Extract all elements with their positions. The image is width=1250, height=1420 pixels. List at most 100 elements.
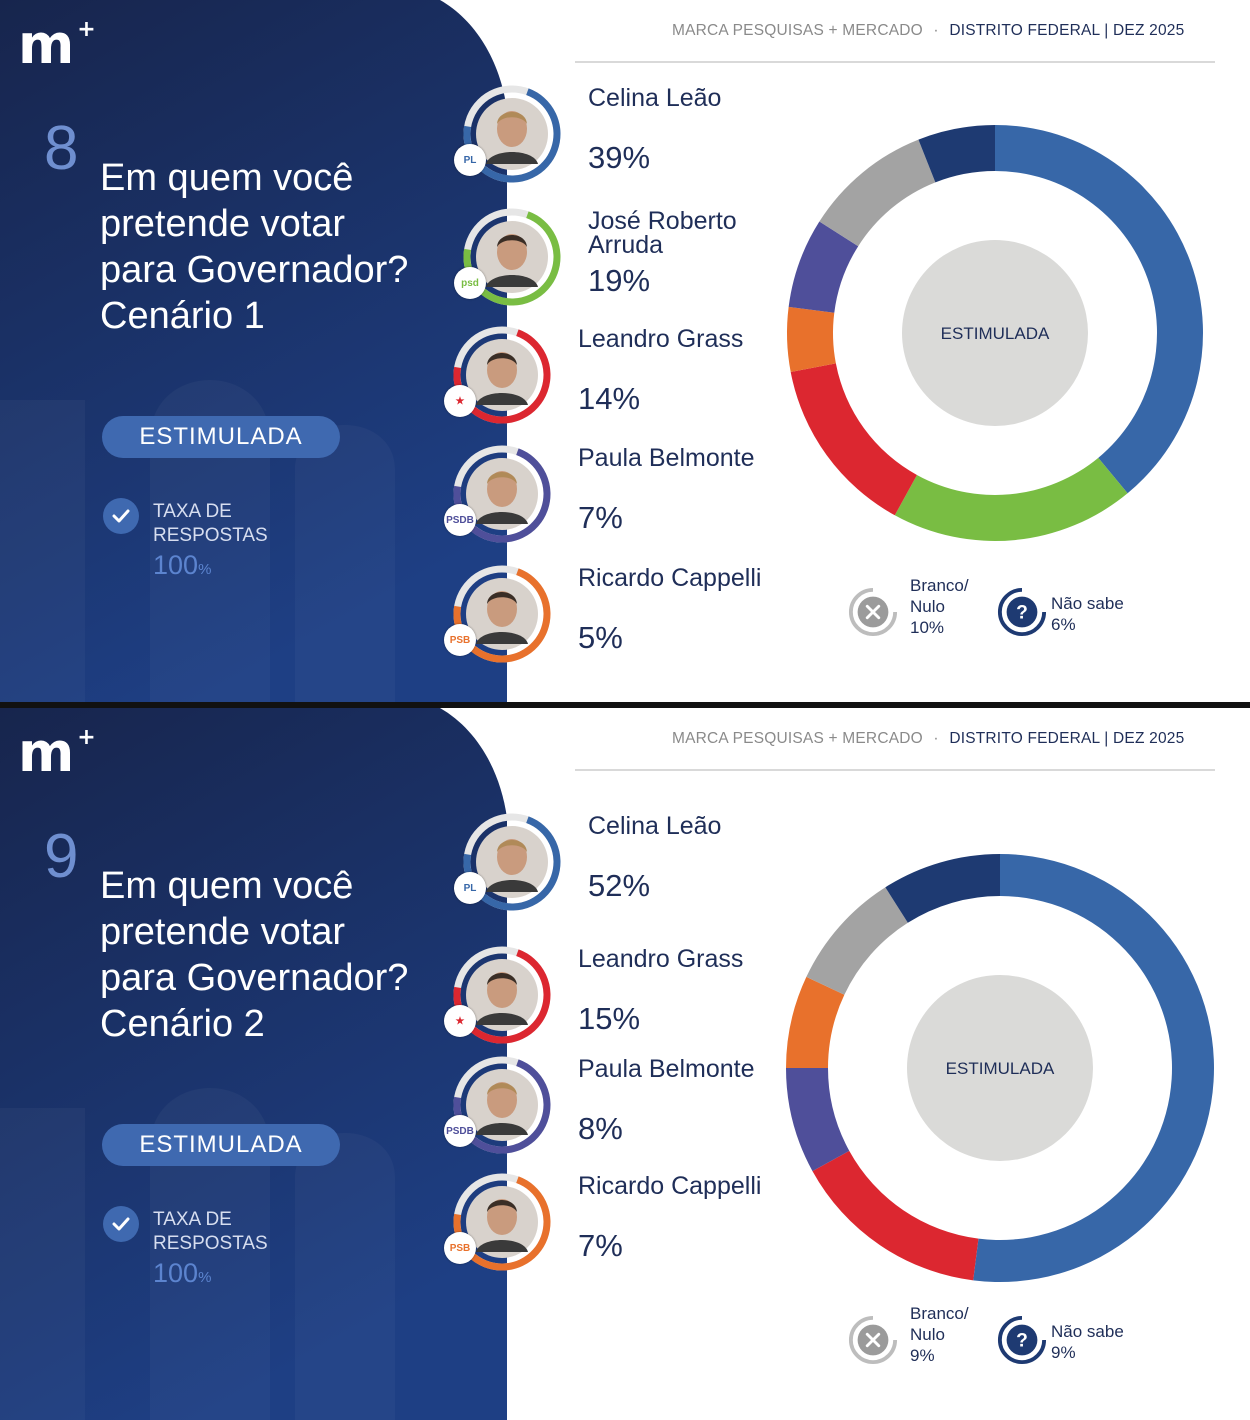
candidate-name: Paula Belmonte <box>578 444 755 472</box>
donut-chart: ESTIMULADA <box>787 125 1203 541</box>
party-logo-icon: PL <box>454 872 486 904</box>
candidate-ring <box>453 565 551 663</box>
brand-logo: m + <box>18 721 96 784</box>
candidate-percent: 14% <box>578 381 641 416</box>
x-icon <box>848 587 898 637</box>
candidate-percent: 7% <box>578 1228 623 1263</box>
estimulada-pill: ESTIMULADA <box>102 416 340 458</box>
candidate-percent: 8% <box>578 1111 623 1146</box>
candidate-name: Leandro Grass <box>578 945 744 973</box>
candidate-photo <box>466 959 538 1031</box>
slide-cenario-1: m + 8 Em quem você pretende votar para Go… <box>0 0 1250 702</box>
legend-label: Branco/ Nulo 9% <box>910 1303 1000 1366</box>
candidate-ring <box>463 85 561 183</box>
candidate-name: Paula Belmonte <box>578 1055 755 1083</box>
donut-slice-jose-roberto-arruda <box>894 457 1128 541</box>
response-rate-value: 100% <box>153 1258 212 1288</box>
question-title: Em quem você pretende votar para Governa… <box>100 865 409 1045</box>
slide-cenario-2: m + 9 Em quem você pretende votar para Go… <box>0 708 1250 1420</box>
donut-slice-branco-nulo <box>806 887 908 995</box>
donut-slice-leandro-grass <box>812 1150 979 1281</box>
candidate-percent: 19% <box>588 263 651 298</box>
candidate-ring <box>453 326 551 424</box>
legend-nao-sabe: ? Não sabe 6% <box>997 575 1137 645</box>
candidate-leandro-grass: ★ Leandro Grass 15% <box>444 943 780 1053</box>
candidate-percent: 39% <box>588 140 651 175</box>
candidate-ring <box>453 1056 551 1154</box>
question-icon: ? <box>997 1315 1047 1365</box>
candidate-percent: 7% <box>578 500 623 535</box>
candidate-celina-leao: PL Celina Leão 52% <box>454 810 790 920</box>
legend-value: 9% <box>1051 1343 1076 1362</box>
candidate-ring <box>453 445 551 543</box>
candidate-percent: 15% <box>578 1001 641 1036</box>
candidate-paula-belmonte: PSDB Paula Belmonte 8% <box>444 1053 780 1163</box>
party-logo-icon: ★ <box>444 385 476 417</box>
response-rate-value: 100% <box>153 550 212 580</box>
header-source: MARCA PESQUISAS + MERCADO · DISTRITO FED… <box>672 730 1185 747</box>
candidate-celina-leao: PL Celina Leão 39% <box>454 82 790 192</box>
party-logo-icon: PSB <box>444 624 476 656</box>
legend-label: Não sabe 6% <box>1051 593 1141 635</box>
legend-label: Branco/ Nulo 10% <box>910 575 1000 638</box>
candidate-ring <box>463 208 561 306</box>
legend-nao-sabe: ? Não sabe 9% <box>997 1303 1137 1373</box>
candidate-name: Ricardo Cappelli <box>578 1172 762 1200</box>
donut-slice-leandro-grass <box>790 363 917 516</box>
candidate-photo <box>476 826 548 898</box>
donut-slice-celina-leao <box>995 125 1203 494</box>
donut-chart: ESTIMULADA <box>786 854 1214 1282</box>
candidate-leandro-grass: ★ Leandro Grass 14% <box>444 323 780 433</box>
legend-label: Não sabe 9% <box>1051 1321 1141 1363</box>
donut-center <box>902 240 1088 426</box>
x-icon <box>848 1315 898 1365</box>
svg-text:?: ? <box>1016 603 1028 624</box>
candidate-jose-roberto-arruda: psd José Roberto Arruda 19% <box>454 205 790 315</box>
candidate-photo <box>466 458 538 530</box>
candidate-percent: 52% <box>588 868 651 903</box>
candidate-ring <box>453 946 551 1044</box>
candidate-name: Leandro Grass <box>578 325 744 353</box>
candidate-name: José Roberto Arruda <box>588 207 737 259</box>
candidate-photo <box>466 339 538 411</box>
check-icon <box>103 498 139 534</box>
brand-logo: m + <box>18 13 96 76</box>
question-title: Em quem você pretende votar para Governa… <box>100 157 409 337</box>
svg-text:?: ? <box>1016 1331 1028 1352</box>
legend-branco-nulo: Branco/ Nulo 10% <box>848 575 988 645</box>
candidate-photo <box>476 98 548 170</box>
response-rate-label: TAXA DE RESPOSTAS <box>153 501 268 546</box>
candidate-ricardo-cappelli: PSB Ricardo Cappelli 7% <box>444 1170 780 1280</box>
candidate-name: Celina Leão <box>588 812 722 840</box>
candidate-paula-belmonte: PSDB Paula Belmonte 7% <box>444 442 780 552</box>
donut-slice-paula-belmonte <box>786 1068 850 1172</box>
donut-center-label: ESTIMULADA <box>941 324 1050 343</box>
response-rate-label: TAXA DE RESPOSTAS <box>153 1209 268 1254</box>
party-logo-icon: psd <box>454 267 486 299</box>
question-number: 8 <box>44 114 79 183</box>
check-icon <box>103 1206 139 1242</box>
donut-center <box>907 975 1093 1161</box>
candidate-photo <box>466 1186 538 1258</box>
party-logo-icon: PSDB <box>444 504 476 536</box>
party-logo-icon: ★ <box>444 1005 476 1037</box>
donut-slice-celina-leao <box>973 854 1214 1282</box>
legend-value: 9% <box>910 1346 935 1365</box>
header-divider <box>575 769 1215 771</box>
question-number: 9 <box>44 822 79 891</box>
donut-slice-ricardo-cappelli <box>786 976 845 1068</box>
donut-slice-branco-nulo <box>819 139 936 247</box>
candidate-photo <box>466 1069 538 1141</box>
candidate-ring <box>453 1173 551 1271</box>
donut-center-label: ESTIMULADA <box>946 1059 1055 1078</box>
candidate-photo <box>466 578 538 650</box>
question-icon: ? <box>997 587 1047 637</box>
candidate-photo <box>476 221 548 293</box>
party-logo-icon: PL <box>454 144 486 176</box>
left-background <box>0 708 507 1420</box>
candidate-name: Ricardo Cappelli <box>578 564 762 592</box>
donut-slice-nao-sabe <box>918 125 995 183</box>
estimulada-pill: ESTIMULADA <box>102 1124 340 1166</box>
header-source: MARCA PESQUISAS + MERCADO · DISTRITO FED… <box>672 22 1185 39</box>
legend-branco-nulo: Branco/ Nulo 9% <box>848 1303 988 1373</box>
